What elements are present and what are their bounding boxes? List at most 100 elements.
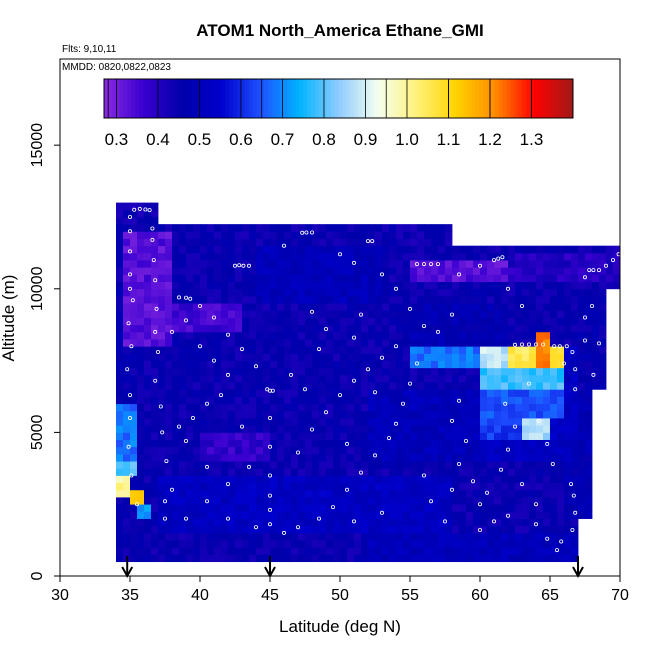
heatmap-cell: [417, 360, 425, 369]
heatmap-cell: [417, 303, 425, 311]
heatmap-cell: [214, 281, 222, 290]
heatmap-cell: [347, 288, 355, 297]
heatmap-cell: [165, 504, 173, 512]
heatmap-cell: [172, 267, 180, 275]
heatmap-cell: [466, 453, 474, 462]
heatmap-cell: [214, 518, 222, 527]
heatmap-cell: [368, 303, 376, 311]
heatmap-cell: [151, 339, 159, 347]
colorbar-swatch: [189, 79, 195, 118]
heatmap-cell: [382, 475, 390, 484]
heatmap-cell: [501, 532, 509, 541]
heatmap-cell: [249, 418, 257, 426]
heatmap-cell: [228, 461, 236, 469]
heatmap-cell: [403, 489, 411, 498]
colorbar-tick-label: 1.3: [520, 130, 544, 149]
heatmap-cell: [340, 331, 348, 340]
heatmap-cell: [431, 497, 439, 505]
heatmap-cell: [270, 310, 278, 318]
heatmap-cell: [578, 252, 586, 261]
heatmap-cell: [326, 410, 334, 419]
heatmap-cell: [137, 231, 145, 239]
heatmap-cell: [179, 461, 187, 469]
heatmap-cell: [144, 288, 152, 297]
heatmap-cell: [172, 252, 180, 261]
heatmap-cell: [445, 432, 453, 440]
heatmap-cell: [270, 461, 278, 469]
sample-point: [500, 255, 505, 260]
sample-point: [428, 499, 433, 504]
heatmap-cell: [179, 310, 187, 318]
heatmap-cell: [256, 489, 264, 498]
heatmap-cell: [543, 518, 551, 527]
heatmap-cell: [431, 389, 439, 397]
heatmap-cell: [277, 540, 285, 548]
heatmap-cell: [396, 540, 404, 548]
sample-point: [611, 258, 616, 263]
heatmap-cell: [543, 331, 551, 340]
heatmap-cell: [410, 367, 418, 376]
heatmap-cell: [158, 446, 166, 455]
heatmap-cell: [249, 540, 257, 548]
heatmap-cell: [242, 231, 250, 239]
heatmap-cell: [550, 382, 558, 390]
heatmap-cell: [557, 554, 565, 563]
heatmap-cell: [214, 360, 222, 369]
heatmap-cell: [368, 374, 376, 383]
heatmap-cell: [543, 446, 551, 455]
heatmap-cell: [354, 346, 362, 354]
heatmap-cell: [305, 260, 313, 268]
sample-point: [211, 358, 216, 363]
heatmap-cell: [193, 432, 201, 440]
heatmap-cell: [270, 303, 278, 311]
colorbar-swatch: [299, 79, 304, 118]
heatmap-cell: [354, 396, 362, 405]
heatmap-cell: [501, 324, 509, 333]
heatmap-cell: [375, 374, 383, 383]
heatmap-cell: [438, 439, 446, 448]
heatmap-cell: [312, 489, 320, 498]
sample-point: [527, 381, 532, 386]
heatmap-cell: [158, 317, 166, 326]
colorbar-swatch: [459, 79, 465, 118]
heatmap-cell: [431, 274, 439, 282]
heatmap-cell: [368, 489, 376, 498]
heatmap-cell: [158, 324, 166, 333]
heatmap-cell: [340, 288, 348, 297]
heatmap-cell: [158, 245, 166, 254]
heatmap-cell: [340, 295, 348, 304]
heatmap-cell: [179, 267, 187, 275]
heatmap-cell: [256, 425, 264, 433]
colorbar-tick-label: 0.5: [188, 130, 212, 149]
heatmap-cell: [382, 353, 390, 361]
heatmap-cell: [263, 382, 271, 390]
heatmap-cell: [424, 331, 432, 340]
heatmap-cell: [396, 532, 404, 541]
heatmap-cell: [417, 317, 425, 326]
colorbar-swatch: [146, 79, 152, 118]
heatmap-cell: [214, 540, 222, 548]
heatmap-cell: [578, 468, 586, 476]
heatmap-cell: [270, 245, 278, 254]
heatmap-cell: [256, 310, 264, 318]
heatmap-cell: [123, 288, 131, 297]
sample-point: [246, 464, 251, 469]
heatmap-cell: [263, 288, 271, 297]
heatmap-cell: [403, 554, 411, 563]
colorbar-swatch: [463, 79, 468, 118]
heatmap-cell: [130, 353, 138, 361]
heatmap-cell: [410, 468, 418, 476]
heatmap-cell: [144, 497, 152, 505]
heatmap-cell: [459, 468, 467, 476]
heatmap-cell: [263, 554, 271, 563]
heatmap-cell: [473, 288, 481, 297]
heatmap-cell: [277, 353, 285, 361]
heatmap-cell: [186, 303, 194, 311]
heatmap-cell: [445, 410, 453, 419]
heatmap-cell: [291, 482, 299, 491]
heatmap-cell: [116, 224, 124, 232]
heatmap-cell: [144, 425, 152, 433]
heatmap-cell: [249, 267, 257, 275]
sample-point: [309, 427, 314, 432]
heatmap-cell: [214, 396, 222, 405]
